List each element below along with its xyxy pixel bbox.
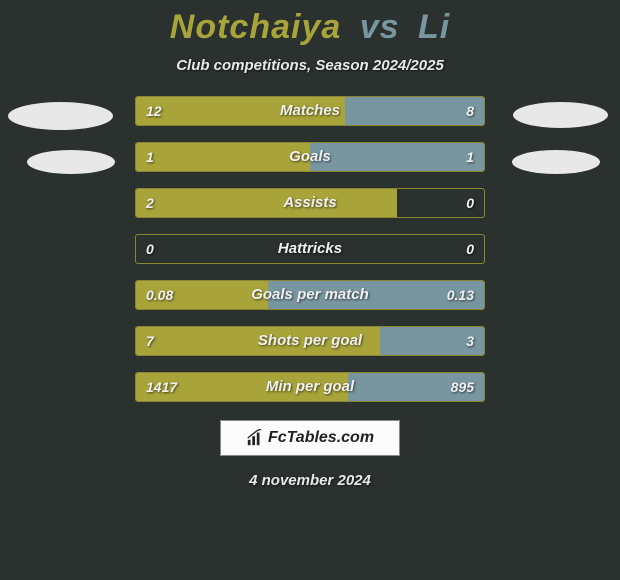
comparison-area: 12Matches81Goals12Assists00Hattricks00.0… (0, 96, 620, 402)
stat-row: 0Hattricks0 (135, 234, 485, 264)
player2-badge-placeholder (513, 102, 608, 128)
page-title: Notchaiya vs Li (0, 0, 620, 47)
subtitle: Club competitions, Season 2024/2025 (0, 57, 620, 74)
stat-label: Matches (136, 97, 484, 125)
player1-badge-placeholder (8, 102, 113, 130)
stat-row: 2Assists0 (135, 188, 485, 218)
logo-text: FcTables.com (268, 429, 374, 447)
stat-row: 1417Min per goal895 (135, 372, 485, 402)
stat-value-right: 0 (466, 235, 474, 263)
stat-label: Shots per goal (136, 327, 484, 355)
stat-value-right: 3 (466, 327, 474, 355)
title-player2: Li (418, 8, 450, 46)
logo-box: FcTables.com (220, 420, 400, 456)
stat-row: 7Shots per goal3 (135, 326, 485, 356)
date-text: 4 november 2024 (0, 472, 620, 489)
stat-label: Goals (136, 143, 484, 171)
stat-row: 12Matches8 (135, 96, 485, 126)
chart-icon (246, 429, 264, 447)
stat-bars: 12Matches81Goals12Assists00Hattricks00.0… (135, 96, 485, 402)
title-vs: vs (360, 8, 400, 46)
player1-flag-placeholder (27, 150, 115, 174)
stat-value-right: 8 (466, 97, 474, 125)
stat-value-right: 0.13 (447, 281, 474, 309)
title-player1: Notchaiya (170, 8, 342, 46)
stat-value-right: 895 (451, 373, 474, 401)
player2-flag-placeholder (512, 150, 600, 174)
stat-label: Goals per match (136, 281, 484, 309)
stat-value-right: 1 (466, 143, 474, 171)
stat-row: 0.08Goals per match0.13 (135, 280, 485, 310)
stat-label: Min per goal (136, 373, 484, 401)
stat-row: 1Goals1 (135, 142, 485, 172)
stat-label: Assists (136, 189, 484, 217)
stat-value-right: 0 (466, 189, 474, 217)
stat-label: Hattricks (136, 235, 484, 263)
